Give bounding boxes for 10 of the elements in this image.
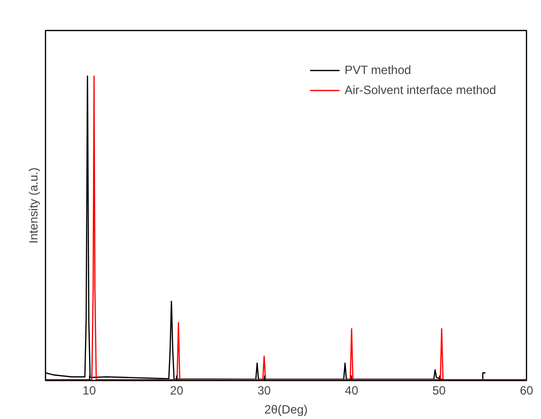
x-tick-label: 40 — [344, 384, 359, 398]
x-axis-title: 2θ(Deg) — [264, 402, 308, 416]
y-axis-title: Intensity (a.u.) — [26, 167, 40, 244]
legend-label: PVT method — [344, 63, 412, 77]
x-tick-label: 60 — [520, 384, 534, 398]
x-tick-label: 30 — [257, 384, 272, 398]
x-tick-label: 50 — [432, 384, 446, 398]
legend-label: Air-Solvent interface method — [344, 83, 496, 97]
x-tick-label: 20 — [170, 384, 184, 398]
x-tick-label: 10 — [82, 384, 96, 398]
